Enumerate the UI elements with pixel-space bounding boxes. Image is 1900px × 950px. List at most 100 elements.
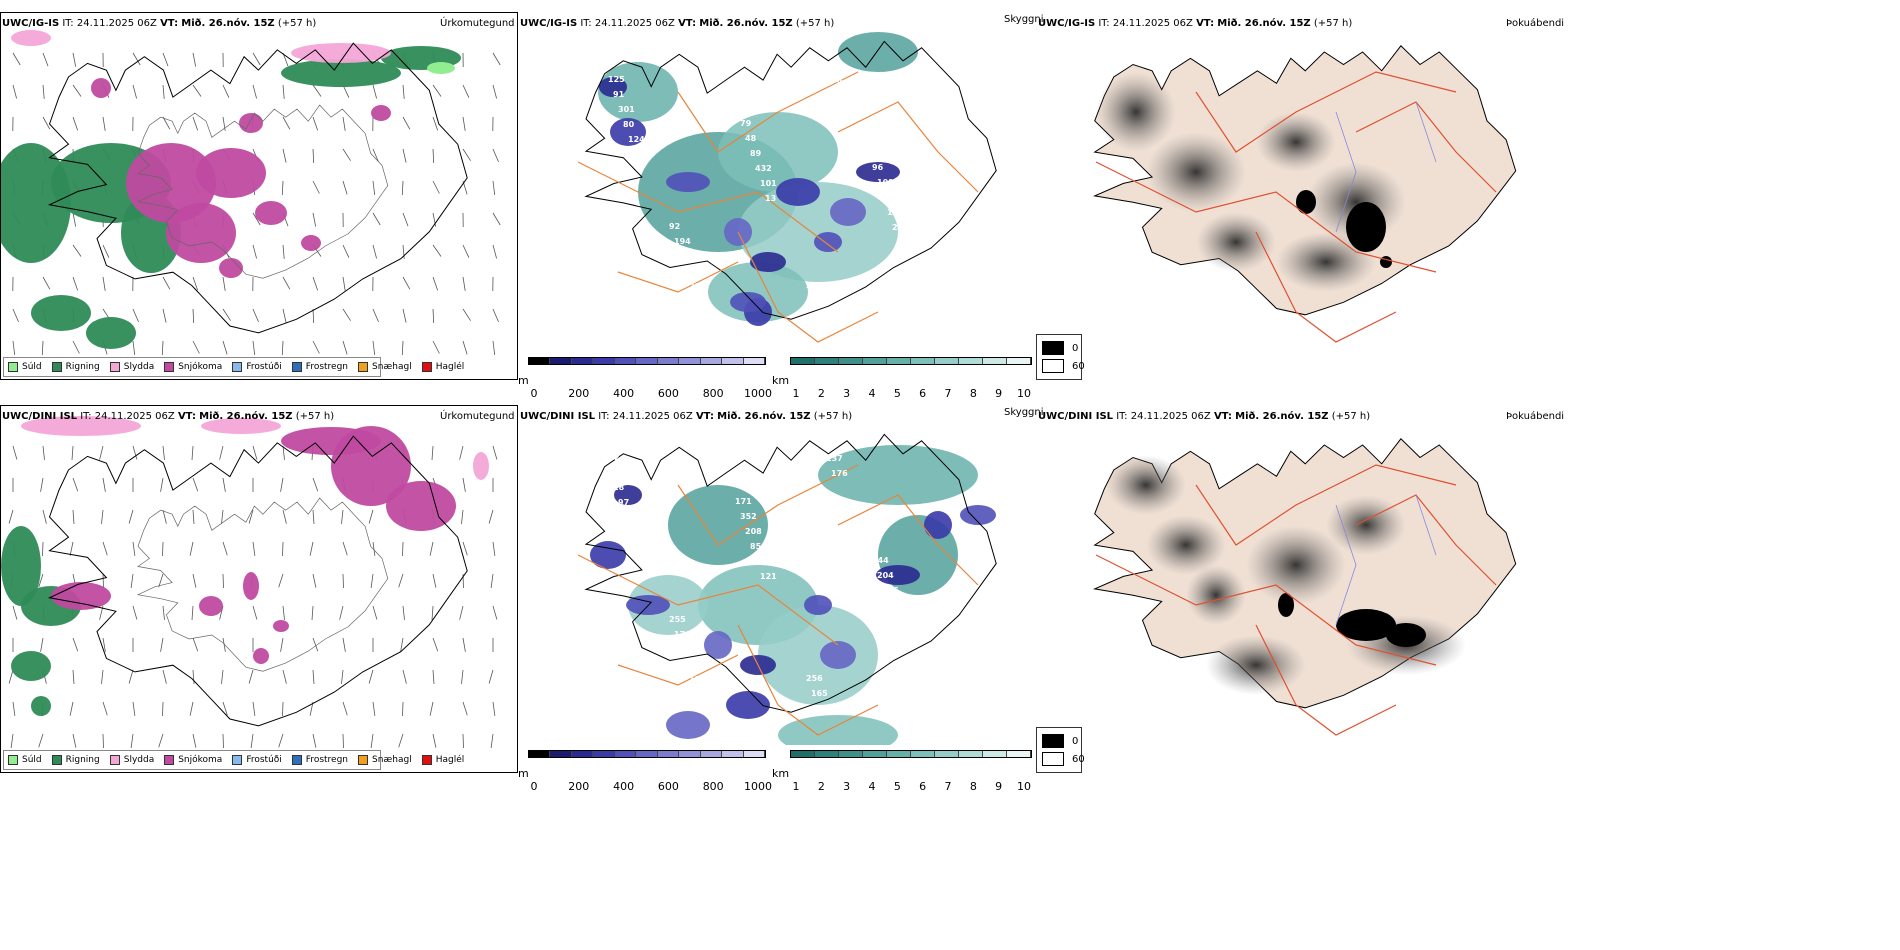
map-visibility-dini: 846 171 244 255 256 482 352 204 176 165 145 208 236 1… <box>577 433 997 745</box>
colorbar-cell <box>863 358 887 364</box>
legend-swatch <box>358 755 369 765</box>
colorbar-cell <box>815 358 839 364</box>
fog-key-label: 0 <box>1072 735 1079 747</box>
ceiling-label: 18 <box>613 483 625 492</box>
colorbar-tick: 9 <box>995 387 1003 400</box>
ceiling-label: 352 <box>816 704 833 713</box>
ceiling-label: 145 <box>608 468 625 477</box>
colorbar-cell <box>614 358 637 364</box>
ceiling-label: 244 <box>872 556 889 565</box>
legend-label: Frostregn <box>305 362 349 372</box>
colorbar-tick: 1 <box>792 780 800 793</box>
legend-item: Snæhagl <box>358 362 412 372</box>
legend-label: Rigning <box>65 362 100 372</box>
colorbar-cell <box>1007 358 1031 364</box>
legend-label: Slydda <box>123 755 155 765</box>
fog-key-row: 60 <box>1042 752 1085 766</box>
colorbar-cell <box>887 751 911 757</box>
colorbar-cell <box>935 751 959 757</box>
colorbar-tick: 4 <box>868 387 876 400</box>
colorbar-cell <box>636 358 658 364</box>
colorbar-tick: 800 <box>702 780 724 793</box>
colorbar-tick: 3 <box>843 387 851 400</box>
ceiling-label: 89 <box>887 601 899 610</box>
colorbar-tick: 200 <box>568 387 590 400</box>
ceiling-label: 142 <box>887 208 904 217</box>
ceiling-label: 210 <box>689 282 706 291</box>
height-colorbar: m 0 200 400 600 800 1000 <box>518 357 772 400</box>
panel-title: UWC/IG-IS IT: 24.11.2025 06Z VT: Mið. 26… <box>520 18 835 29</box>
colorbar-tick: 5 <box>893 780 901 793</box>
ceiling-label: 134 <box>694 690 711 699</box>
ceiling-label: 352 <box>740 512 757 521</box>
height-colorbar: m 0 200 400 600 800 1000 <box>518 750 772 793</box>
colorbar-cell <box>863 751 887 757</box>
legend-label: Súld <box>22 362 42 372</box>
colorbar-cell <box>679 751 701 757</box>
legend-item: Frostregn <box>291 362 349 372</box>
map-precip-dini <box>1 416 498 749</box>
ceiling-label: 171 <box>735 497 752 506</box>
colorbar-cells <box>790 750 1032 758</box>
colorbar-tick: 10 <box>1017 780 1031 793</box>
colorbar-tick: 7 <box>944 387 952 400</box>
map-fog-ig <box>1092 45 1517 343</box>
colorbar-cell <box>571 358 594 364</box>
legend-swatch <box>109 755 120 765</box>
ceiling-label: 47 <box>882 193 893 202</box>
colorbar-tick: 8 <box>969 387 977 400</box>
colorbar-tick: 600 <box>657 780 679 793</box>
colorbar-unit: m <box>518 767 529 780</box>
ceiling-label: 125 <box>608 75 625 84</box>
colorbar-cell <box>935 358 959 364</box>
legend-item: Rigning <box>51 755 100 765</box>
legend-item: Haglél <box>421 362 464 372</box>
colorbar-cell <box>614 751 637 757</box>
legend-swatch <box>358 362 369 372</box>
panel-tag: Skyggni <box>1004 407 1044 418</box>
ceiling-label: 119 <box>679 252 696 261</box>
colorbar-cell <box>791 358 815 364</box>
visibility-colorbar: km 1 2 3 4 5 6 7 8 9 10 <box>772 750 1034 793</box>
colorbar-cells <box>790 357 1032 365</box>
legend-item: Snjókoma <box>164 362 222 372</box>
legend-item: Snæhagl <box>358 755 412 765</box>
colorbar-cell <box>636 751 658 757</box>
fog-key-label: 60 <box>1072 753 1085 765</box>
legend-label: Slydda <box>123 362 155 372</box>
colorbar-cell <box>1007 751 1031 757</box>
fog-key-swatch <box>1042 734 1064 748</box>
ceiling-label: 103 <box>821 439 838 448</box>
colorbar-cell <box>571 751 594 757</box>
colorbar-cell <box>983 358 1007 364</box>
panel-title: UWC/IG-IS IT: 24.11.2025 06Z VT: Mið. 26… <box>1038 18 1353 29</box>
colorbar-cell <box>529 751 551 757</box>
colorbar-cell <box>911 751 935 757</box>
ceiling-label: 85 <box>816 311 828 320</box>
legend-item: Súld <box>8 755 42 765</box>
colorbar-tick: 400 <box>613 387 635 400</box>
map-visibility-ig: 99 91 96 92 39 31 79 109 194 561 125 48 47 119 85 91 89 1… <box>577 32 997 343</box>
legend-swatch <box>164 755 175 765</box>
colorbar-cell <box>839 358 863 364</box>
colorbar-tick: 9 <box>995 780 1003 793</box>
colorbar-tick: 1000 <box>744 780 772 793</box>
ceiling-label: 561 <box>811 296 828 305</box>
legend-item: Frostúði <box>232 362 282 372</box>
fog-key: 0 60 <box>1036 727 1085 773</box>
panel-visibility-ig: 99 91 96 92 39 31 79 109 194 561 125 48 47 119 85 91 89 1… <box>518 12 1036 380</box>
panel-title: UWC/DINI ISL IT: 24.11.2025 06Z VT: Mið.… <box>1038 411 1371 422</box>
colorbar-tick: 5 <box>893 387 901 400</box>
legend-swatch <box>421 362 432 372</box>
panel-tag: Þokuábendi <box>1506 411 1565 422</box>
ceiling-label: 89 <box>750 149 762 158</box>
legend-swatch <box>109 362 120 372</box>
legend-label: Snjókoma <box>178 755 223 765</box>
ceiling-label: 165 <box>811 689 828 698</box>
legend-swatch <box>291 755 302 765</box>
ceiling-label: 301 <box>618 105 635 114</box>
ceiling-label: 39 <box>806 281 818 290</box>
colorbar-tick: 0 <box>530 387 538 400</box>
fog-key: 0 60 <box>1036 334 1085 380</box>
colorbar-tick: 600 <box>657 387 679 400</box>
